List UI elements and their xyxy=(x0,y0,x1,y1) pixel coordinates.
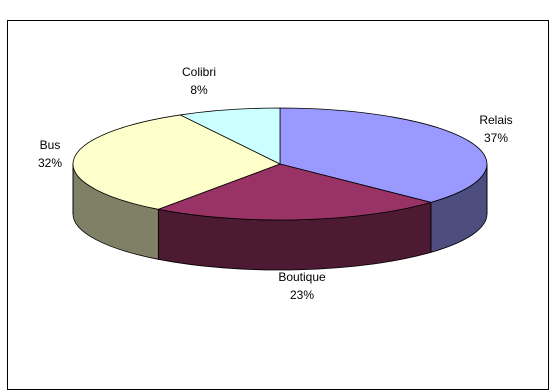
slice-label-relais: Relais xyxy=(479,113,512,127)
slice-label-colibri: Colibri xyxy=(182,65,216,79)
slice-value-relais: 37% xyxy=(484,131,508,145)
pie-top-layer xyxy=(72,107,488,221)
slice-relais xyxy=(279,107,488,203)
slice-label-boutique: Boutique xyxy=(278,270,326,284)
pie-label-layer: Relais 37% Boutique 23% Bus 32% Colibri 8% xyxy=(38,65,513,302)
slice-value-boutique: 23% xyxy=(290,288,314,302)
slice-colibri xyxy=(178,107,281,165)
slice-label-bus: Bus xyxy=(40,138,61,152)
pie-chart: Relais 37% Boutique 23% Bus 32% Colibri 8% xyxy=(38,65,513,302)
slice-value-colibri: 8% xyxy=(190,83,208,97)
slice-value-bus: 32% xyxy=(38,156,62,170)
slice-bus xyxy=(72,114,282,210)
pie-side-layer xyxy=(72,163,488,271)
slice-boutique xyxy=(156,163,433,221)
